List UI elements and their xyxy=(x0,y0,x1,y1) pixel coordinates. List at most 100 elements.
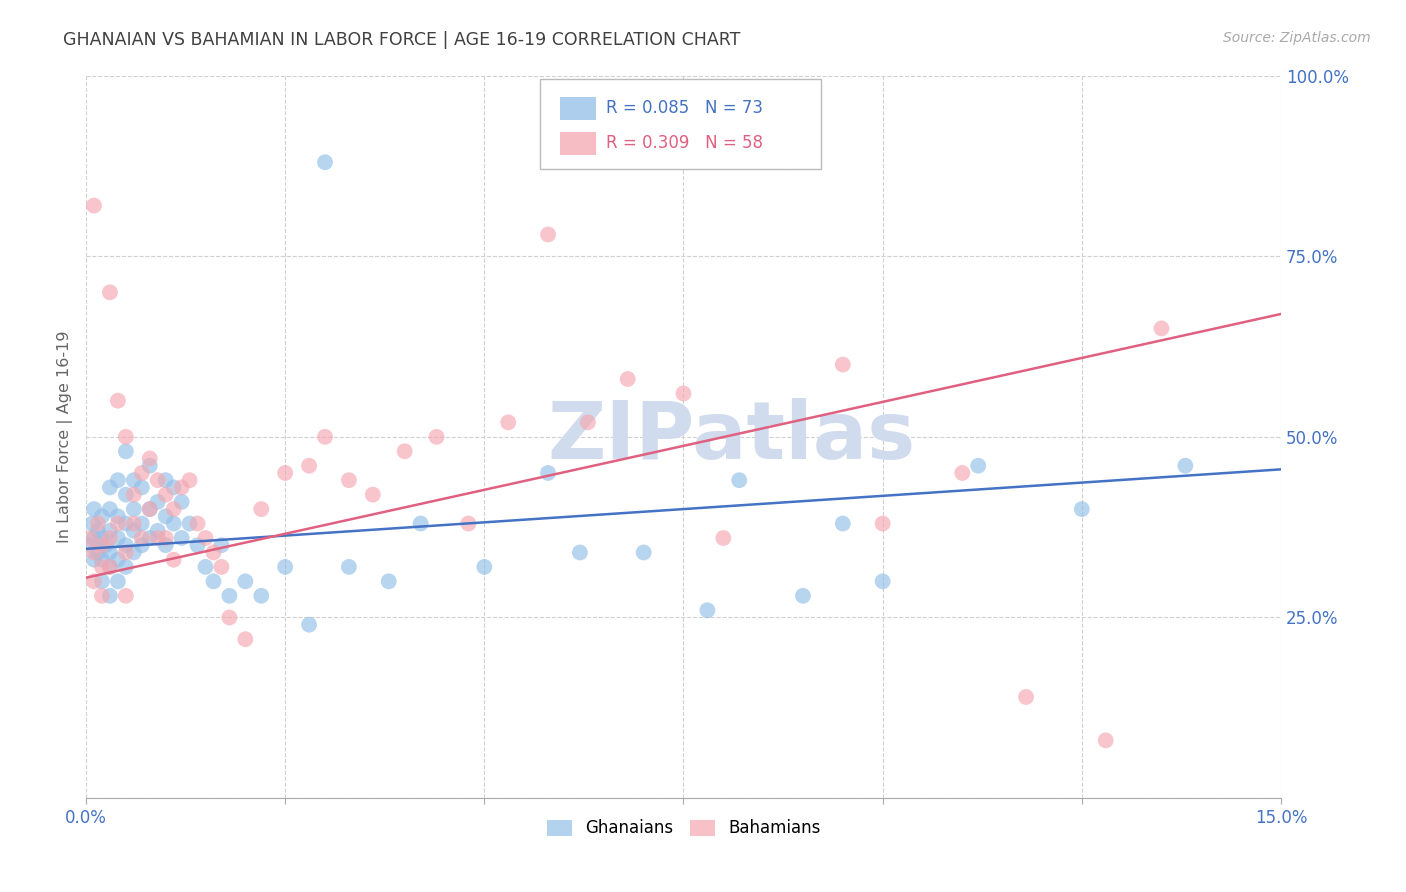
FancyBboxPatch shape xyxy=(561,132,596,155)
Ghanaians xyxy=(792,589,814,603)
Ghanaians xyxy=(146,524,169,538)
Bahamians xyxy=(98,531,121,545)
Ghanaians xyxy=(831,516,853,531)
Ghanaians xyxy=(298,617,321,632)
Bahamians xyxy=(950,466,973,480)
Ghanaians xyxy=(87,545,110,559)
Bahamians xyxy=(107,516,129,531)
Ghanaians xyxy=(250,589,273,603)
Ghanaians xyxy=(98,524,121,538)
Bahamians xyxy=(115,430,138,444)
Text: ZIPatlas: ZIPatlas xyxy=(547,398,915,475)
Ghanaians xyxy=(568,545,591,559)
Ghanaians xyxy=(98,502,121,516)
Ghanaians xyxy=(91,574,114,589)
Ghanaians xyxy=(91,552,114,566)
Bahamians xyxy=(131,466,153,480)
Text: R = 0.085   N = 73: R = 0.085 N = 73 xyxy=(606,99,763,117)
Bahamians xyxy=(155,531,177,545)
Bahamians xyxy=(537,227,560,242)
Ghanaians xyxy=(209,538,232,552)
Bahamians xyxy=(202,545,225,559)
Ghanaians xyxy=(170,531,193,545)
Ghanaians xyxy=(115,444,138,458)
Ghanaians xyxy=(139,502,162,516)
Ghanaians xyxy=(131,480,153,494)
Ghanaians xyxy=(82,516,104,531)
Bahamians xyxy=(83,574,105,589)
Bahamians xyxy=(163,552,186,566)
Ghanaians xyxy=(115,560,138,574)
Bahamians xyxy=(139,502,162,516)
Ghanaians xyxy=(155,538,177,552)
Bahamians xyxy=(496,416,519,430)
FancyBboxPatch shape xyxy=(540,79,821,169)
Ghanaians xyxy=(98,560,121,574)
Ghanaians xyxy=(107,574,129,589)
Bahamians xyxy=(576,416,599,430)
Bahamians xyxy=(98,560,121,574)
Bahamians xyxy=(394,444,416,458)
Ghanaians xyxy=(139,458,162,473)
Ghanaians xyxy=(83,552,105,566)
Ghanaians xyxy=(98,589,121,603)
Ghanaians xyxy=(107,473,129,487)
Bahamians xyxy=(1094,733,1116,747)
Ghanaians xyxy=(98,480,121,494)
Ghanaians xyxy=(87,524,110,538)
Bahamians xyxy=(776,155,799,169)
FancyBboxPatch shape xyxy=(561,97,596,120)
Ghanaians xyxy=(115,516,138,531)
Bahamians xyxy=(250,502,273,516)
Ghanaians xyxy=(131,516,153,531)
Bahamians xyxy=(425,430,447,444)
Ghanaians xyxy=(146,495,169,509)
Y-axis label: In Labor Force | Age 16-19: In Labor Force | Age 16-19 xyxy=(58,331,73,543)
Ghanaians xyxy=(107,531,129,545)
Bahamians xyxy=(91,589,114,603)
Ghanaians xyxy=(139,531,162,545)
Bahamians xyxy=(139,451,162,466)
Ghanaians xyxy=(115,538,138,552)
Bahamians xyxy=(274,466,297,480)
Ghanaians xyxy=(274,560,297,574)
Ghanaians xyxy=(122,545,145,559)
Ghanaians xyxy=(728,473,751,487)
Ghanaians xyxy=(872,574,894,589)
Bahamians xyxy=(107,393,129,408)
Ghanaians xyxy=(537,466,560,480)
Ghanaians xyxy=(1174,458,1197,473)
Ghanaians xyxy=(967,458,990,473)
Bahamians xyxy=(711,531,734,545)
Ghanaians xyxy=(122,502,145,516)
Ghanaians xyxy=(122,473,145,487)
Ghanaians xyxy=(163,516,186,531)
Ghanaians xyxy=(170,495,193,509)
Ghanaians xyxy=(633,545,655,559)
Bahamians xyxy=(218,610,240,624)
Ghanaians xyxy=(91,531,114,545)
Bahamians xyxy=(83,198,105,212)
Text: Source: ZipAtlas.com: Source: ZipAtlas.com xyxy=(1223,31,1371,45)
Bahamians xyxy=(179,473,201,487)
Bahamians xyxy=(163,502,186,516)
Bahamians xyxy=(115,545,138,559)
Bahamians xyxy=(672,386,695,401)
Bahamians xyxy=(337,473,360,487)
Bahamians xyxy=(146,473,169,487)
Bahamians xyxy=(155,488,177,502)
Ghanaians xyxy=(337,560,360,574)
Ghanaians xyxy=(98,545,121,559)
Ghanaians xyxy=(163,480,186,494)
Bahamians xyxy=(361,488,384,502)
Bahamians xyxy=(131,531,153,545)
Ghanaians xyxy=(179,516,201,531)
Ghanaians xyxy=(122,524,145,538)
Ghanaians xyxy=(409,516,432,531)
Bahamians xyxy=(1015,690,1038,704)
Bahamians xyxy=(616,372,638,386)
Ghanaians xyxy=(131,538,153,552)
Bahamians xyxy=(314,430,336,444)
Ghanaians xyxy=(218,589,240,603)
Text: GHANAIAN VS BAHAMIAN IN LABOR FORCE | AGE 16-19 CORRELATION CHART: GHANAIAN VS BAHAMIAN IN LABOR FORCE | AG… xyxy=(63,31,741,49)
